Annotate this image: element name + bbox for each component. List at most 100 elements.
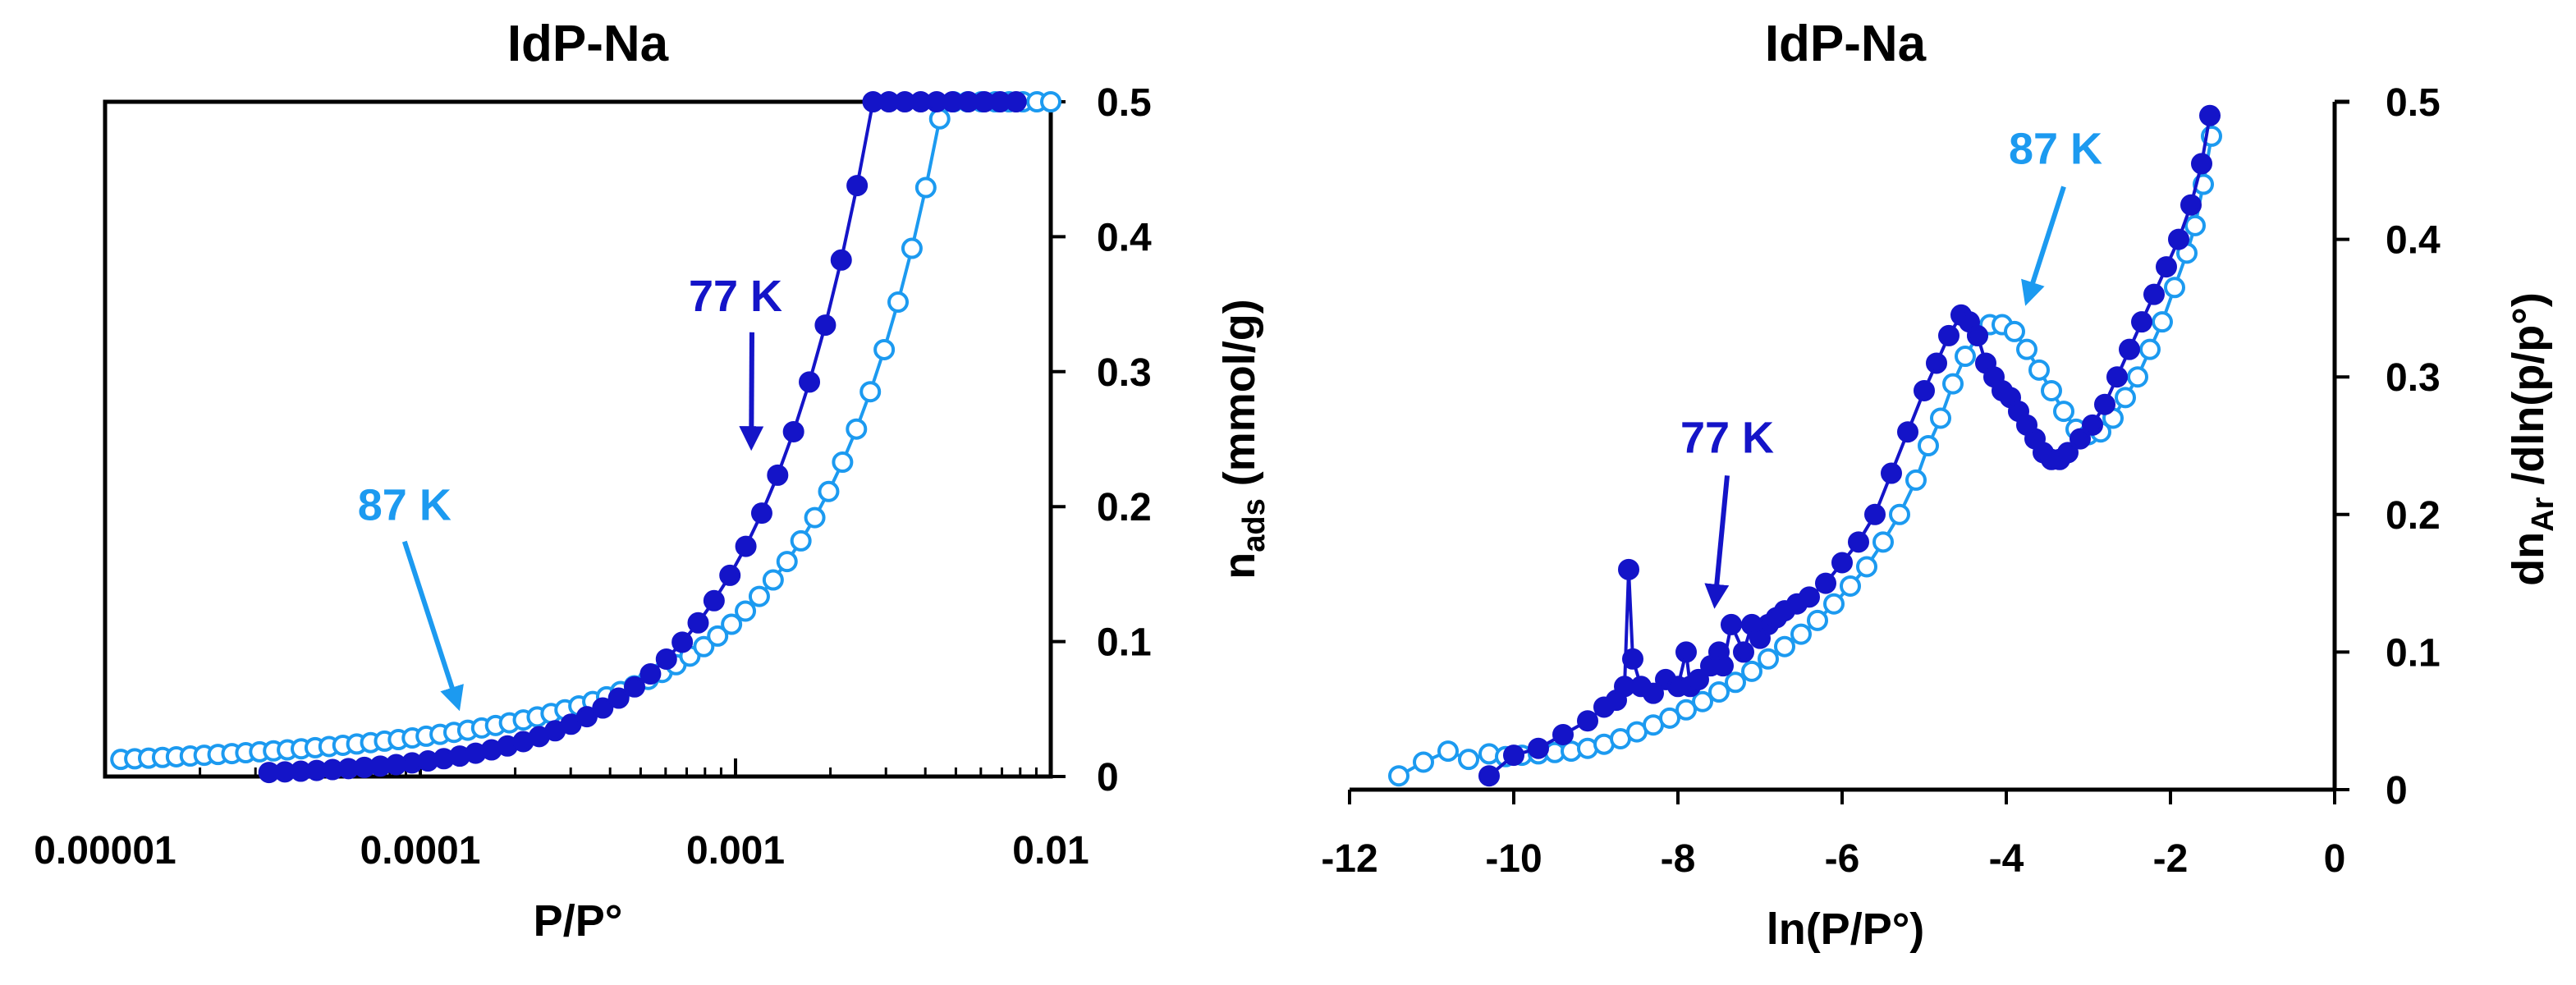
- left-annotation-label: 77 K: [689, 272, 782, 321]
- right-annotation-label: 77 K: [1680, 413, 1774, 462]
- right-point-77k: [2131, 311, 2152, 333]
- right-point-87k: [1659, 707, 1680, 729]
- right-point-87k: [2164, 277, 2185, 299]
- left-point-87k: [735, 600, 757, 622]
- left-point-77k: [735, 535, 757, 557]
- left-point-77k: [607, 687, 630, 709]
- left-point-77k: [655, 648, 677, 670]
- right-point-77k: [1478, 765, 1500, 787]
- left-point-77k: [672, 631, 694, 653]
- left-point-77k: [575, 706, 598, 728]
- left-point-87k: [928, 108, 951, 130]
- right-point-87k: [1807, 609, 1828, 631]
- right-point-77k: [1831, 552, 1853, 574]
- right-x-tick-label: -2: [2153, 837, 2189, 881]
- right-point-87k: [1856, 556, 1877, 578]
- left-point-87k: [846, 418, 868, 440]
- right-point-77k: [1721, 613, 1742, 635]
- right-point-77k: [2082, 414, 2103, 436]
- left-point-77k: [1005, 91, 1027, 112]
- right-point-77k: [2191, 153, 2212, 175]
- left-chart-title: IdP-Na: [507, 16, 669, 72]
- left-point-87k: [707, 625, 729, 647]
- right-point-77k: [1967, 324, 1988, 346]
- right-x-tick-label: 0: [2324, 837, 2346, 881]
- right-point-77k: [1618, 558, 1639, 580]
- left-y-tick-label: 0.5: [1097, 81, 1152, 125]
- left-point-87k: [721, 613, 743, 635]
- right-point-77k: [2168, 228, 2189, 250]
- left-point-77k: [639, 663, 662, 685]
- left-x-tick-label: 0.001: [686, 829, 785, 873]
- right-point-87k: [1725, 671, 1746, 694]
- right-y-label-rest: /dln(p/p°): [2504, 292, 2553, 497]
- right-point-87k: [1840, 575, 1861, 597]
- right-x-tick-label: -8: [1661, 837, 1696, 881]
- right-y-tick-label: 0: [2386, 769, 2408, 813]
- right-point-87k: [1823, 593, 1845, 615]
- right-annotation-arrow: [2021, 186, 2066, 306]
- right-point-87k: [1790, 623, 1812, 645]
- left-point-87k: [818, 480, 840, 502]
- right-point-77k: [1675, 641, 1697, 663]
- right-x-tick-label: -4: [1989, 837, 2024, 881]
- right-y-tick-label: 0.3: [2386, 356, 2441, 400]
- right-x-tick-label: -10: [1485, 837, 1542, 881]
- right-point-87k: [1774, 635, 1795, 657]
- left-y-tick-label: 0.4: [1097, 216, 1152, 259]
- right-point-77k: [1897, 421, 1918, 443]
- left-point-77k: [750, 502, 772, 525]
- left-y-label-rest: (mmol/g): [1215, 299, 1264, 498]
- right-point-87k: [2184, 214, 2206, 236]
- left-point-87k: [914, 176, 937, 199]
- right-chart: IdP-Na -12 -10 -8 -6 -4 -2 00 0.1 0.2 0.3 0.4 0.5 7…: [1321, 16, 2560, 954]
- right-series-line: [1398, 135, 2213, 777]
- right-annotation-arrow: [1704, 475, 1730, 609]
- left-series-line: [121, 100, 1051, 762]
- right-point-77k: [1799, 586, 1820, 608]
- right-x-tick-label: -6: [1825, 837, 1860, 881]
- right-point-87k: [1458, 749, 1479, 771]
- right-point-77k: [1733, 641, 1754, 663]
- right-point-77k: [1712, 655, 1734, 677]
- left-point-77k: [830, 249, 852, 271]
- left-x-tick-label: 0.01: [1012, 829, 1089, 873]
- right-point-77k: [2106, 366, 2128, 388]
- left-point-87k: [804, 506, 826, 529]
- right-y-axis-label: dnAr /dln(p/p°): [2504, 292, 2560, 586]
- right-point-87k: [1955, 346, 1976, 368]
- left-y-tick-label: 0.3: [1097, 351, 1152, 395]
- right-point-87k: [2139, 338, 2161, 360]
- left-point-77k: [782, 420, 804, 442]
- left-point-87k: [1040, 91, 1061, 112]
- right-point-77k: [1528, 737, 1549, 759]
- right-annotation-label: 87 K: [2009, 124, 2102, 173]
- right-point-87k: [1741, 660, 1762, 682]
- right-point-77k: [1552, 723, 1574, 745]
- left-annotation-arrow: [739, 332, 764, 451]
- left-point-87k: [748, 585, 770, 607]
- left-point-77k: [592, 697, 614, 719]
- right-point-77k: [1926, 352, 1947, 374]
- right-y-tick-label: 0.4: [2386, 219, 2441, 263]
- right-point-77k: [1622, 648, 1643, 670]
- left-plot-frame: [103, 99, 1053, 779]
- left-y-label-sub: ads: [1237, 498, 1272, 552]
- right-point-77k: [1914, 379, 1935, 401]
- right-point-87k: [2115, 387, 2136, 409]
- left-point-77k: [846, 175, 869, 197]
- left-point-77k: [799, 371, 821, 393]
- right-point-77k: [2094, 393, 2115, 415]
- right-point-87k: [2016, 338, 2037, 360]
- right-point-77k: [1938, 324, 1960, 346]
- left-point-77k: [814, 314, 837, 337]
- right-series-line: [1487, 115, 2212, 777]
- right-y-tick-label: 0.5: [2386, 81, 2441, 125]
- right-point-77k: [2199, 104, 2221, 126]
- right-point-87k: [2004, 320, 2025, 342]
- left-x-axis-label: P/P°: [534, 896, 623, 946]
- right-point-87k: [2053, 401, 2074, 423]
- right-point-77k: [1881, 462, 1902, 484]
- left-point-87k: [776, 551, 798, 573]
- right-point-87k: [2028, 359, 2050, 381]
